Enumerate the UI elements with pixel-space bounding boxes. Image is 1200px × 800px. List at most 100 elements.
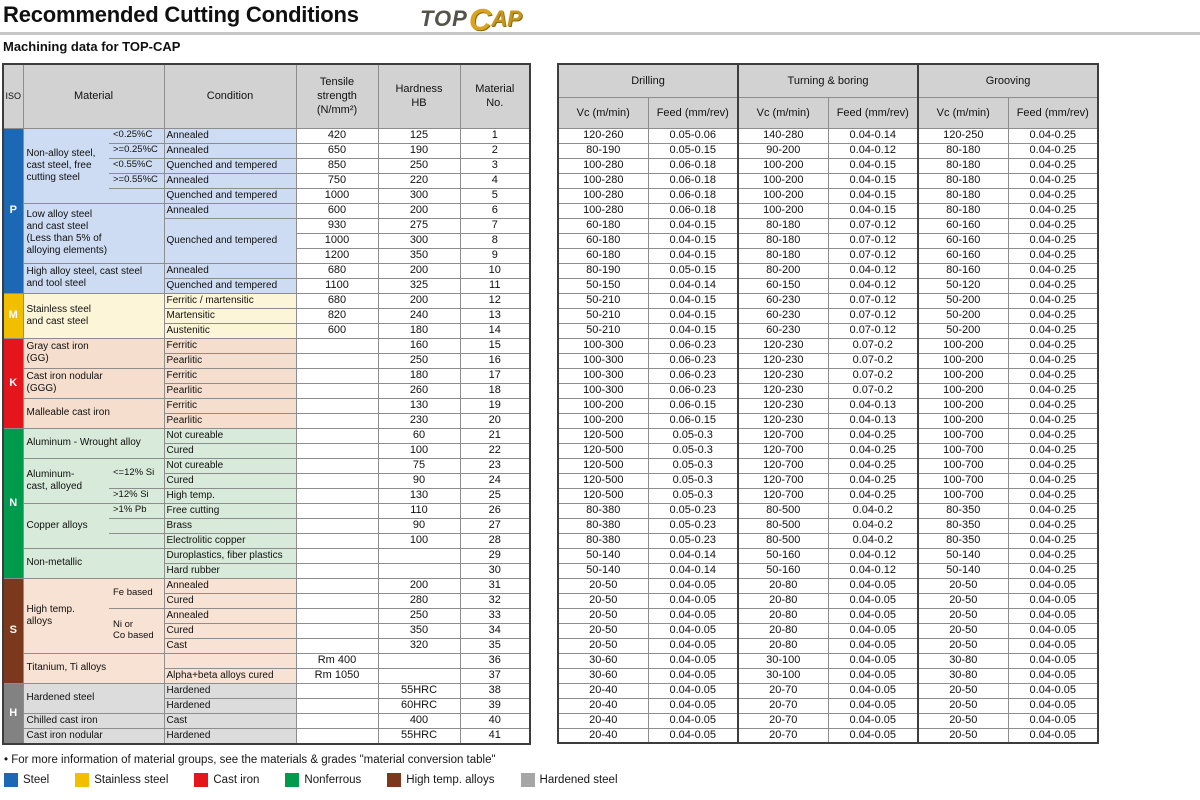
condition-cell: Free cutting <box>163 502 297 519</box>
grooving-vc-cell: 20-50 <box>917 697 1009 714</box>
turning-vc-cell: 100-200 <box>737 157 829 174</box>
material-row-11: Quenched and tempered 1100 325 11 <box>3 277 531 294</box>
material-row-2: >=0.25%C Annealed 650 190 2 <box>3 142 531 159</box>
turning-vc-cell: 100-200 <box>737 187 829 204</box>
material-row-23: Aluminum- cast, alloyed <=12% Si Not curea… <box>3 457 531 504</box>
drilling-vc-cell: 20-50 <box>557 607 649 624</box>
material-row-17: Cast iron nodular (GGG) Ferritic 180 17 <box>3 367 531 399</box>
grooving-feed-cell: 0.04-0.25 <box>1007 547 1099 564</box>
turning-feed-cell: 0.04-0.2 <box>827 532 919 549</box>
hardness-cell: 180 <box>377 367 461 384</box>
condition-cell: Not cureable <box>163 427 297 444</box>
material-row-37: Alpha+beta alloys cured Rm 1050 37 <box>3 667 531 684</box>
grooving-vc-cell: 50-120 <box>917 277 1009 294</box>
drilling-feed-cell: 0.04-0.15 <box>647 307 739 324</box>
grooving-vc-cell: 50-200 <box>917 322 1009 339</box>
material-row-35: Cast 320 35 <box>3 637 531 654</box>
cutting-row-35: 20-50 0.04-0.05 20-80 0.04-0.05 20-50 0.04-0.… <box>557 637 1099 654</box>
drilling-vc-cell: 120-500 <box>557 487 649 504</box>
grooving-feed-cell: 0.04-0.05 <box>1007 667 1099 684</box>
material-cell: High temp. alloys <box>22 577 109 654</box>
material-no-cell: 25 <box>459 487 531 504</box>
material-row-13: Martensitic 820 240 13 <box>3 307 531 324</box>
cutting-row-8: 60-180 0.04-0.15 80-180 0.07-0.12 60-160 0.04… <box>557 232 1099 249</box>
turning-vc-cell: 100-200 <box>737 202 829 219</box>
cutting-row-21: 120-500 0.05-0.3 120-700 0.04-0.25 100-700 0.… <box>557 427 1099 444</box>
turning-feed-cell: 0.04-0.12 <box>827 562 919 579</box>
drilling-vc-cell: 120-500 <box>557 442 649 459</box>
cutting-row-19: 100-200 0.06-0.15 120-230 0.04-0.13 100-200 0… <box>557 397 1099 414</box>
condition-cell: Austenitic <box>163 322 297 339</box>
hardness-cell <box>377 652 461 669</box>
turning-feed-cell: 0.04-0.05 <box>827 637 919 654</box>
grooving-vc-cell: 20-50 <box>917 577 1009 594</box>
sub-material-cell: >1% Pb <box>109 502 165 519</box>
legend-label: Stainless steel <box>94 774 169 786</box>
turning-feed-cell: 0.04-0.15 <box>827 187 919 204</box>
grooving-vc-cell: 80-180 <box>917 142 1009 159</box>
hardness-cell: 55HRC <box>377 727 461 744</box>
drilling-feed-cell: 0.06-0.23 <box>647 367 739 384</box>
sub-material-cell: Ni or Co based <box>109 607 165 654</box>
drilling-vc-cell: 100-280 <box>557 202 649 219</box>
turning-vc-cell: 30-100 <box>737 667 829 684</box>
drilling-feed-cell: 0.05-0.06 <box>647 127 739 144</box>
drilling-vc-cell: 20-50 <box>557 622 649 639</box>
tensile-cell: 1100 <box>295 277 379 294</box>
grooving-vc-cell: 20-50 <box>917 727 1009 744</box>
hardness-cell: 190 <box>377 142 461 159</box>
condition-cell: Annealed <box>163 262 297 279</box>
grooving-vc-cell: 30-80 <box>917 652 1009 669</box>
tensile-cell: 1000 <box>295 187 379 204</box>
condition-cell: Annealed <box>163 172 297 189</box>
turning-vc-cell: 80-200 <box>737 262 829 279</box>
sub-material-cell: <=12% Si <box>109 457 165 489</box>
material-no-cell: 18 <box>459 382 531 399</box>
material-no-cell: 14 <box>459 322 531 339</box>
material-row-21: N Aluminum - Wrought alloy Not cureable 60 2… <box>2 427 531 579</box>
turning-feed-cell: 0.07-0.12 <box>827 322 919 339</box>
material-row-15: K Gray cast iron (GG) Ferritic 160 15 <box>2 337 531 429</box>
turning-vc-cell: 120-230 <box>737 397 829 414</box>
drilling-vc-cell: 120-500 <box>557 472 649 489</box>
grooving-vc-cell: 80-350 <box>917 532 1009 549</box>
grooving-vc-cell: 100-700 <box>917 442 1009 459</box>
condition-cell: Brass <box>163 517 297 534</box>
hardness-cell: 125 <box>377 127 461 144</box>
turning-feed-cell: 0.04-0.13 <box>827 412 919 429</box>
hardness-cell <box>377 667 461 684</box>
material-cell: Low alloy steel and cast steel (Less tha… <box>22 202 165 264</box>
hardness-cell: 110 <box>377 502 461 519</box>
turning-vc-cell: 30-100 <box>737 652 829 669</box>
turning-feed-cell: 0.04-0.05 <box>827 667 919 684</box>
legend-swatch <box>4 773 18 787</box>
turning-feed-cell: 0.04-0.15 <box>827 202 919 219</box>
tensile-cell: 420 <box>295 127 379 144</box>
cutting-row-38: 20-40 0.04-0.05 20-70 0.04-0.05 20-50 0.04-0.… <box>557 682 1099 699</box>
hardness-cell: 100 <box>377 532 461 549</box>
material-row-36: Titanium, Ti alloys Rm 400 36 <box>3 652 531 684</box>
turning-vc-cell: 120-230 <box>737 337 829 354</box>
legend-item: High temp. alloys <box>387 773 495 787</box>
drilling-vc-cell: 80-190 <box>557 262 649 279</box>
condition-cell: Quenched and tempered <box>163 187 297 204</box>
legend-item: Hardened steel <box>520 773 618 787</box>
material-cell: Cast iron nodular (GGG) <box>22 367 165 399</box>
turning-feed-cell: 0.04-0.25 <box>827 427 919 444</box>
turning-feed-cell: 0.04-0.12 <box>827 277 919 294</box>
legend-swatch <box>285 773 300 787</box>
tensile-cell: Rm 400 <box>295 652 379 669</box>
cutting-data-table: Drilling Turning & boring Grooving Vc (m… <box>557 63 1100 744</box>
material-cell: Non-alloy steel, cast steel, free cuttin… <box>22 127 109 204</box>
hardness-cell: 400 <box>377 712 461 729</box>
material-no-cell: 26 <box>459 502 531 519</box>
turning-vc-cell: 120-700 <box>737 472 829 489</box>
drilling-vc-cell: 100-280 <box>557 157 649 174</box>
material-no-cell: 34 <box>459 622 531 639</box>
grooving-vc-cell: 100-700 <box>917 427 1009 444</box>
condition-cell: Hardened <box>163 727 297 744</box>
material-row-25: >12% Si High temp. 130 25 <box>3 487 531 504</box>
drilling-feed-cell: 0.04-0.15 <box>647 292 739 309</box>
material-no-cell: 31 <box>459 577 531 594</box>
grooving-vc-cell: 120-250 <box>917 127 1009 144</box>
